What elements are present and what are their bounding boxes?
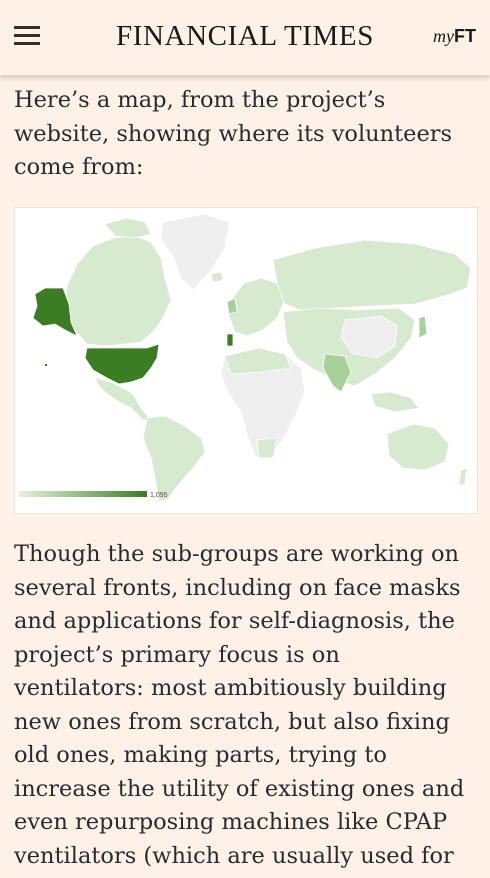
- south-america-region: [142, 415, 206, 501]
- north-africa-region: [224, 347, 292, 375]
- southeast-asia-region: [370, 391, 420, 413]
- japan-region: [418, 315, 428, 339]
- myft-my-text: my: [433, 26, 454, 46]
- russia-region: [272, 239, 472, 313]
- south-africa-region: [256, 437, 278, 459]
- portugal-region: [226, 333, 234, 347]
- article-paragraph-intro: Here’s a map, from the project’s website…: [14, 87, 453, 180]
- article-paragraph-body: Though the sub-groups are working on sev…: [14, 541, 465, 869]
- mexico-central-america-region: [94, 377, 152, 421]
- australia-region: [386, 423, 450, 471]
- india-region: [322, 353, 352, 393]
- africa-region: [220, 347, 306, 459]
- volunteer-world-map: 1,095: [14, 207, 478, 514]
- hawaii-region: [45, 364, 47, 366]
- greenland-region: [160, 213, 230, 291]
- canada-region: [64, 235, 172, 347]
- china-region: [340, 315, 398, 359]
- arctic-islands-region: [104, 217, 152, 239]
- europe-region: [228, 277, 286, 337]
- world-map-graphic: 1,095: [19, 213, 472, 501]
- myft-ft-text: FT: [454, 26, 476, 46]
- legend-max-label: 1,095: [150, 492, 168, 499]
- alaska-region: [32, 287, 78, 337]
- legend-gradient-bar: [19, 491, 147, 497]
- top-bar: FINANCIAL TIMES myFT: [0, 0, 490, 76]
- new-zealand-region: [458, 467, 468, 487]
- masthead-logo[interactable]: FINANCIAL TIMES: [116, 20, 374, 52]
- usa-region: [84, 343, 160, 385]
- iceland-region: [210, 271, 224, 283]
- uk-region: [226, 297, 238, 315]
- hamburger-menu-icon[interactable]: [14, 26, 40, 46]
- myft-link[interactable]: myFT: [433, 26, 476, 47]
